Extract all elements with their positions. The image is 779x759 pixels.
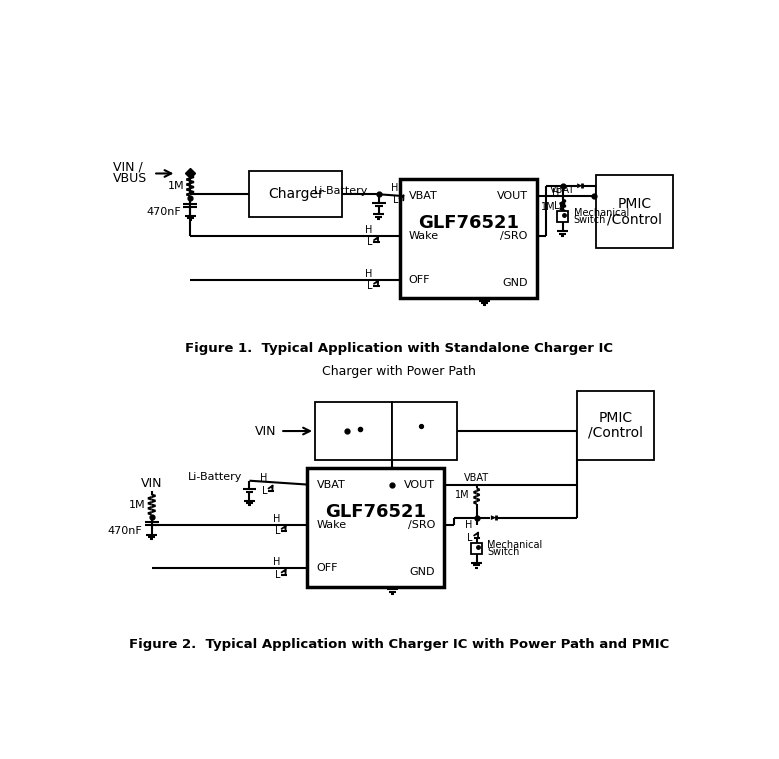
Text: GLF76521: GLF76521: [418, 214, 519, 232]
Text: H: H: [465, 521, 473, 531]
Bar: [558, 211, 568, 222]
Text: 1M: 1M: [541, 202, 556, 212]
Text: OFF: OFF: [409, 275, 430, 285]
Text: H: H: [273, 557, 280, 567]
Text: 1M: 1M: [455, 490, 470, 500]
Bar: [596, 175, 673, 248]
Text: GND: GND: [502, 278, 527, 288]
Text: PMIC: PMIC: [598, 411, 633, 424]
Text: Charger: Charger: [268, 187, 323, 201]
Text: Mechanical: Mechanical: [488, 540, 543, 550]
Text: H: H: [365, 269, 372, 279]
Bar: [400, 179, 537, 298]
Text: H: H: [552, 188, 559, 199]
Bar: [249, 172, 342, 217]
Text: VIN /: VIN /: [113, 161, 143, 174]
Bar: [315, 402, 392, 460]
Bar: [307, 468, 444, 587]
Text: /Control: /Control: [587, 426, 643, 440]
Text: Li-Battery: Li-Battery: [314, 186, 368, 196]
Text: VOUT: VOUT: [404, 480, 435, 490]
Text: VBAT: VBAT: [464, 474, 489, 483]
Text: L: L: [262, 486, 267, 496]
Text: /Control: /Control: [607, 213, 662, 226]
Text: L: L: [367, 238, 372, 247]
Bar: [471, 543, 482, 554]
Bar: [392, 402, 457, 460]
Text: VBAT: VBAT: [409, 191, 438, 201]
Text: GLF76521: GLF76521: [326, 503, 426, 521]
Text: Mechanical: Mechanical: [573, 208, 629, 218]
Text: 470nF: 470nF: [108, 526, 143, 536]
Text: VBAT: VBAT: [316, 480, 345, 490]
Text: Switch: Switch: [573, 216, 606, 225]
Text: H: H: [365, 225, 372, 235]
Text: L: L: [554, 201, 559, 211]
Text: Figure 1.  Typical Application with Standalone Charger IC: Figure 1. Typical Application with Stand…: [185, 342, 613, 354]
Text: 1M: 1M: [167, 181, 184, 191]
Text: Figure 2.  Typical Application with Charger IC with Power Path and PMIC: Figure 2. Typical Application with Charg…: [129, 638, 669, 651]
Polygon shape: [577, 184, 583, 188]
Text: 1M: 1M: [129, 499, 146, 509]
Text: /SRO: /SRO: [500, 231, 527, 241]
Text: L: L: [367, 281, 372, 291]
Polygon shape: [491, 515, 496, 520]
Text: Wake: Wake: [409, 231, 439, 241]
Text: Wake: Wake: [316, 520, 347, 530]
Text: 470nF: 470nF: [146, 207, 181, 217]
Text: /SRO: /SRO: [407, 520, 435, 530]
Text: VIN: VIN: [255, 424, 277, 437]
Text: Li-Battery: Li-Battery: [188, 472, 241, 482]
Text: Switch: Switch: [488, 547, 520, 557]
Text: VBAT: VBAT: [550, 184, 576, 194]
Text: VIN: VIN: [141, 477, 163, 490]
Text: L: L: [275, 526, 280, 536]
Text: PMIC: PMIC: [618, 197, 651, 211]
Bar: [576, 391, 654, 460]
Text: H: H: [273, 514, 280, 524]
Text: L: L: [467, 533, 473, 543]
Text: L: L: [275, 570, 280, 580]
Text: OFF: OFF: [316, 563, 338, 574]
Text: H: H: [260, 474, 267, 483]
Text: Charger with Power Path: Charger with Power Path: [322, 365, 476, 378]
Text: L: L: [393, 195, 398, 206]
Text: VBUS: VBUS: [113, 172, 147, 184]
Text: VOUT: VOUT: [496, 191, 527, 201]
Text: H: H: [391, 183, 398, 193]
Text: GND: GND: [410, 566, 435, 577]
